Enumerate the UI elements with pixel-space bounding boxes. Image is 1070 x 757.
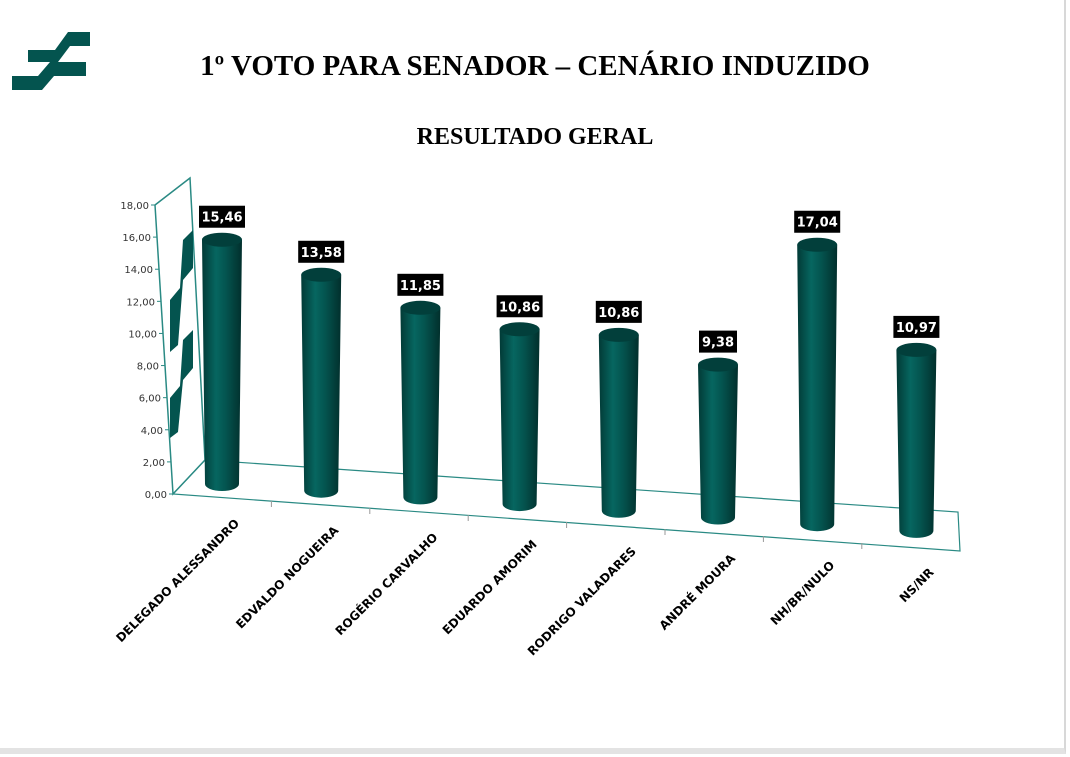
page-title: 1º VOTO PARA SENADOR – CENÁRIO INDUZIDO [200,50,870,82]
bar-top [698,357,738,372]
chart-title: RESULTADO GERAL [416,124,654,150]
y-tick-label: 2,00 [143,458,165,469]
category-label: ROGÉRIO CARVALHO [332,530,441,639]
data-label: 10,86 [598,306,639,321]
data-label: 11,85 [400,279,441,294]
bar-top [202,232,242,247]
category-label: NS/NR [897,565,937,605]
y-tick-label: 8,00 [137,362,159,373]
bar-body [202,239,242,491]
y-tick-label: 6,00 [139,394,161,405]
category-label: EDVALDO NOGUEIRA [233,523,342,632]
bar-body [301,274,342,498]
back-wall [154,176,206,496]
y-tick-label: 12,00 [126,297,155,308]
bar: 17,04 [794,210,841,532]
bar-body [598,334,639,518]
y-axis: 0,00 2,00 4,00 6,00 8,00 10,00 12,00 14,00 16,00… [120,201,173,501]
data-label-bg [794,210,841,233]
bar: 13,58 [298,240,345,498]
wall-logo-icon [170,230,193,438]
data-label: 15,46 [201,211,242,226]
bar-body [896,349,937,538]
floor [171,459,961,552]
data-label-bg [699,330,737,353]
bars: 15,46 13,58 11,85 10,86 10,86 9,38 17,04 10,97 [199,205,940,538]
chart-walls [154,176,961,552]
data-label: 9,38 [702,336,734,351]
bar-top [499,322,540,337]
bar: 11,85 [397,273,444,505]
data-label-bg [298,240,345,263]
bar-top [598,327,639,342]
data-label: 13,58 [301,246,342,261]
y-tick-label: 14,00 [124,265,153,276]
bar: 10,86 [496,295,543,512]
bar-top [400,300,441,315]
bar-top [301,267,342,282]
y-tick-label: 16,00 [122,233,151,244]
y-tick-label: 4,00 [141,426,163,437]
bar-body [698,364,738,525]
category-label: NH/BR/NULO [768,558,838,628]
data-label-bg [199,205,245,228]
bar: 9,38 [698,330,738,525]
bar: 10,86 [595,300,642,518]
data-label-bg [397,273,444,296]
data-label-bg [595,300,642,323]
bar-body [797,244,838,532]
data-label-bg [496,295,543,318]
bar: 10,97 [893,315,940,538]
category-label: ANDRÉ MOURA [656,550,739,633]
category-label: EDUARDO AMORIM [440,537,540,637]
y-tick-label: 18,00 [120,201,149,212]
bar-top [896,342,937,357]
category-label: DELEGADO ALESSANDRO [113,516,242,645]
category-label: RODRIGO VALADARES [525,544,639,658]
bar-top [797,237,838,252]
y-tick-label: 0,00 [145,490,167,501]
bar-body [499,329,540,512]
bar-body [400,307,441,505]
data-label: 10,86 [499,300,540,315]
y-tick-label: 10,00 [128,329,157,340]
data-label: 10,97 [896,321,937,336]
data-label-bg [893,315,940,338]
bar: 15,46 [199,205,245,491]
company-logo-icon [12,32,90,90]
data-label: 17,04 [797,216,838,231]
